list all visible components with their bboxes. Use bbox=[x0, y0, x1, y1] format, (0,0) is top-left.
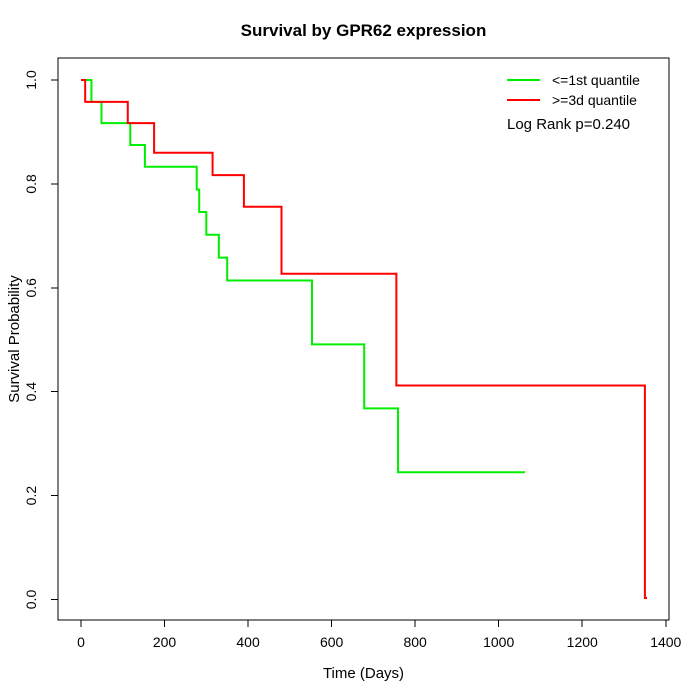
km-curve-high-expression bbox=[81, 79, 647, 599]
plot-box bbox=[57, 57, 670, 621]
legend-label-high: >=3d quantile bbox=[552, 92, 637, 108]
legend-item-low-expression: <=1st quantile bbox=[507, 70, 640, 90]
x-tick-label: 1200 bbox=[567, 634, 598, 650]
y-tick-label: 0.6 bbox=[23, 278, 39, 298]
y-axis-label: Survival Probability bbox=[6, 275, 23, 403]
legend-item-high-expression: >=3d quantile bbox=[507, 90, 640, 110]
log-rank-annotation: Log Rank p=0.240 bbox=[507, 116, 631, 133]
x-axis-label: Time (Days) bbox=[322, 665, 405, 682]
green-line-swatch bbox=[507, 79, 540, 81]
y-tick-label: 0.8 bbox=[23, 174, 39, 194]
x-tick-label: 1400 bbox=[650, 634, 681, 650]
x-tick-label: 400 bbox=[236, 634, 260, 650]
legend-label-low: <=1st quantile bbox=[552, 72, 640, 88]
y-tick-label: 0.2 bbox=[23, 486, 39, 506]
x-tick-label: 0 bbox=[77, 634, 85, 650]
y-tick-label: 0.0 bbox=[23, 590, 39, 610]
x-tick-label: 200 bbox=[153, 634, 177, 650]
red-line-swatch bbox=[507, 99, 540, 101]
y-tick-label: 0.4 bbox=[23, 382, 39, 402]
x-tick-label: 1000 bbox=[483, 634, 514, 650]
x-tick-label: 600 bbox=[320, 634, 344, 650]
km-curve-low-expression bbox=[81, 79, 526, 474]
legend: <=1st quantile >=3d quantile bbox=[507, 70, 640, 110]
x-tick-label: 800 bbox=[403, 634, 427, 650]
y-tick-label: 1.0 bbox=[23, 70, 39, 90]
chart-title: Survival by GPR62 expression bbox=[240, 21, 487, 40]
